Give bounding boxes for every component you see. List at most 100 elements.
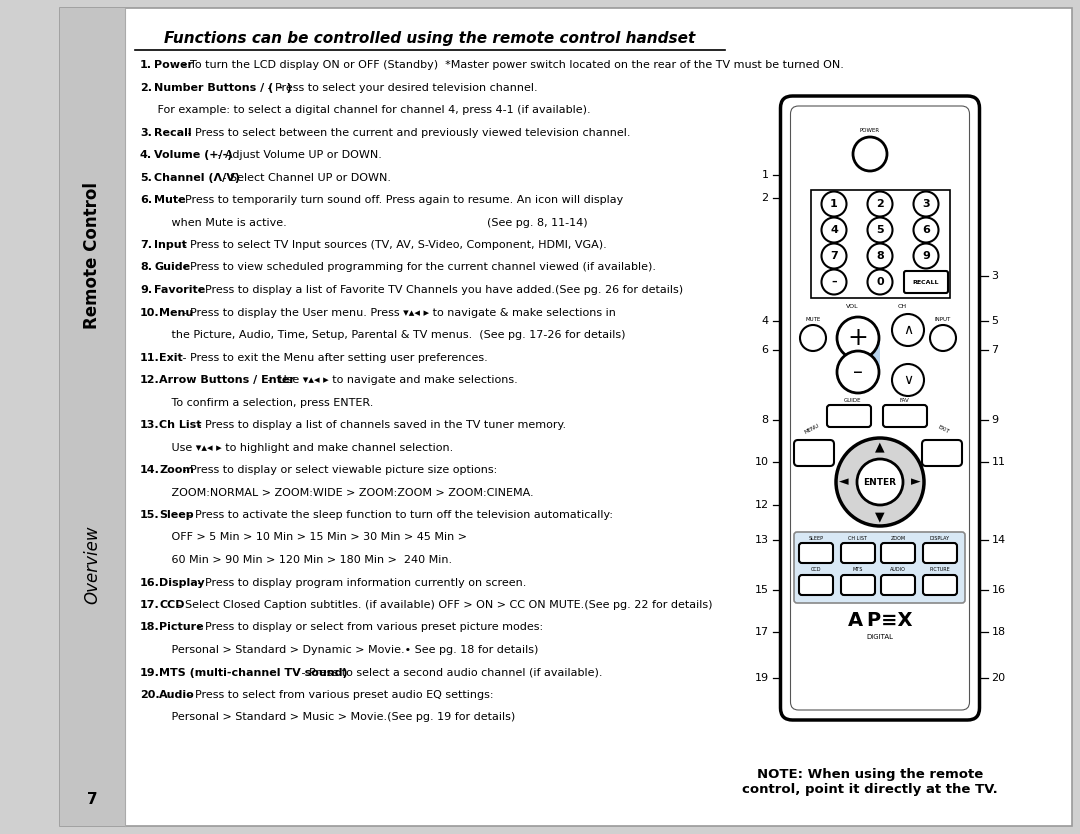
FancyBboxPatch shape <box>923 575 957 595</box>
Text: MUTE: MUTE <box>806 317 821 322</box>
Text: Ch List: Ch List <box>160 420 202 430</box>
Circle shape <box>867 218 892 243</box>
FancyBboxPatch shape <box>827 405 870 427</box>
Circle shape <box>800 325 826 351</box>
Text: ▲: ▲ <box>875 440 885 454</box>
Text: 11.: 11. <box>140 353 160 363</box>
Circle shape <box>853 137 887 171</box>
Text: 20.: 20. <box>140 690 160 700</box>
FancyBboxPatch shape <box>794 532 966 603</box>
Text: 4: 4 <box>831 225 838 235</box>
Text: Arrow Buttons / Enter: Arrow Buttons / Enter <box>160 375 295 385</box>
Text: - Press to select TV Input sources (TV, AV, S-Video, Component, HDMI, VGA).: - Press to select TV Input sources (TV, … <box>179 240 607 250</box>
Text: Channel (Λ/V): Channel (Λ/V) <box>154 173 241 183</box>
Text: SLEEP: SLEEP <box>809 536 824 541</box>
Circle shape <box>914 244 939 269</box>
Circle shape <box>892 364 924 396</box>
Text: - Press to display the User menu. Press ▾▴◂ ▸ to navigate & make selections in: - Press to display the User menu. Press … <box>179 308 616 318</box>
Text: - Press to select your desired television channel.: - Press to select your desired televisio… <box>264 83 537 93</box>
Text: Favorite: Favorite <box>154 285 205 295</box>
Text: RECALL: RECALL <box>913 279 940 284</box>
Circle shape <box>867 244 892 269</box>
Text: –: – <box>832 277 837 287</box>
Text: DIGITAL: DIGITAL <box>866 634 893 640</box>
Circle shape <box>837 351 879 393</box>
Text: Exit: Exit <box>160 353 184 363</box>
Text: A P≡X: A P≡X <box>848 611 913 631</box>
Text: - Press to activate the sleep function to turn off the television automatically:: - Press to activate the sleep function t… <box>185 510 613 520</box>
Text: 6: 6 <box>761 345 769 355</box>
Text: 18.: 18. <box>140 622 160 632</box>
Text: MTS (multi-channel TV sound): MTS (multi-channel TV sound) <box>160 667 348 677</box>
Text: GUIDE: GUIDE <box>843 398 861 403</box>
Text: 1: 1 <box>831 199 838 209</box>
Text: CH LIST: CH LIST <box>849 536 867 541</box>
Text: 9: 9 <box>991 415 999 425</box>
Circle shape <box>837 317 879 359</box>
FancyBboxPatch shape <box>810 190 949 298</box>
Text: Remote Control: Remote Control <box>83 182 102 329</box>
Text: Number Buttons / ( – ): Number Buttons / ( – ) <box>154 83 293 93</box>
FancyBboxPatch shape <box>922 440 962 466</box>
FancyBboxPatch shape <box>799 575 833 595</box>
FancyBboxPatch shape <box>841 543 875 563</box>
Text: 19.: 19. <box>140 667 160 677</box>
FancyBboxPatch shape <box>799 543 833 563</box>
Text: 4: 4 <box>761 316 769 326</box>
Text: Personal > Standard > Dynamic > Movie.• See pg. 18 for details): Personal > Standard > Dynamic > Movie.• … <box>140 645 538 655</box>
Text: - Press to select between the current and previously viewed television channel.: - Press to select between the current an… <box>185 128 631 138</box>
FancyBboxPatch shape <box>923 543 957 563</box>
Text: 3: 3 <box>991 271 999 281</box>
Text: when Mute is active.: when Mute is active. <box>140 218 287 228</box>
FancyBboxPatch shape <box>781 96 980 720</box>
Text: AUDIO: AUDIO <box>890 567 906 572</box>
Circle shape <box>822 244 847 269</box>
Text: Volume (+/-): Volume (+/-) <box>154 150 233 160</box>
FancyBboxPatch shape <box>881 543 915 563</box>
Text: - Select Channel UP or DOWN.: - Select Channel UP or DOWN. <box>219 173 391 183</box>
FancyBboxPatch shape <box>881 575 915 595</box>
Text: 12: 12 <box>754 500 769 510</box>
Text: - Press to view scheduled programming for the current channel viewed (if availab: - Press to view scheduled programming fo… <box>179 263 657 273</box>
Text: 1.: 1. <box>140 60 152 70</box>
Text: 10: 10 <box>755 457 769 467</box>
Text: 4.: 4. <box>140 150 152 160</box>
Text: 16.: 16. <box>140 577 160 587</box>
Text: CCD: CCD <box>160 600 185 610</box>
Text: 3: 3 <box>922 199 930 209</box>
Text: 14: 14 <box>991 535 1005 545</box>
Text: Functions can be controlled using the remote control handset: Functions can be controlled using the re… <box>164 31 696 46</box>
FancyBboxPatch shape <box>841 575 875 595</box>
Text: ZOOM:NORMAL > ZOOM:WIDE > ZOOM:ZOOM > ZOOM:CINEMA.: ZOOM:NORMAL > ZOOM:WIDE > ZOOM:ZOOM > ZO… <box>140 488 534 498</box>
Text: MTS: MTS <box>853 567 863 572</box>
Text: 17: 17 <box>754 627 769 637</box>
Text: Zoom: Zoom <box>160 465 194 475</box>
Text: Use ▾▴◂ ▸ to highlight and make channel selection.: Use ▾▴◂ ▸ to highlight and make channel … <box>140 443 454 453</box>
Text: - Press to display program information currently on screen.: - Press to display program information c… <box>194 577 526 587</box>
Text: 7: 7 <box>86 792 97 807</box>
Text: CH: CH <box>897 304 906 309</box>
Text: 10.: 10. <box>140 308 160 318</box>
Text: Picture: Picture <box>160 622 204 632</box>
Text: 6: 6 <box>922 225 930 235</box>
Text: Overview: Overview <box>83 525 102 605</box>
Text: 11: 11 <box>991 457 1005 467</box>
Text: 2: 2 <box>876 199 883 209</box>
Text: - Press to select a second audio channel (if available).: - Press to select a second audio channel… <box>298 667 603 677</box>
Text: 6.: 6. <box>140 195 152 205</box>
Text: Power: Power <box>154 60 193 70</box>
Text: 7.: 7. <box>140 240 152 250</box>
Text: For example: to select a digital channel for channel 4, press 4-1 (if available): For example: to select a digital channel… <box>140 105 591 115</box>
Circle shape <box>822 218 847 243</box>
Text: PICTURE: PICTURE <box>930 567 950 572</box>
Text: ZOOM: ZOOM <box>890 536 905 541</box>
Text: - To turn the LCD display ON or OFF (Standby)  *Master power switch located on t: - To turn the LCD display ON or OFF (Sta… <box>179 60 845 70</box>
Text: - Press to display a list of Favorite TV Channels you have added.(See pg. 26 for: - Press to display a list of Favorite TV… <box>194 285 684 295</box>
Text: NOTE: When using the remote
control, point it directly at the TV.: NOTE: When using the remote control, poi… <box>742 768 998 796</box>
Text: 8: 8 <box>876 251 883 261</box>
FancyBboxPatch shape <box>794 440 834 466</box>
Text: - Press to display or select from various preset picture modes:: - Press to display or select from variou… <box>194 622 543 632</box>
Text: 15.: 15. <box>140 510 160 520</box>
Text: - Press to temporarily turn sound off. Press again to resume. An icon will displ: - Press to temporarily turn sound off. P… <box>174 195 623 205</box>
Text: POWER: POWER <box>860 128 880 133</box>
